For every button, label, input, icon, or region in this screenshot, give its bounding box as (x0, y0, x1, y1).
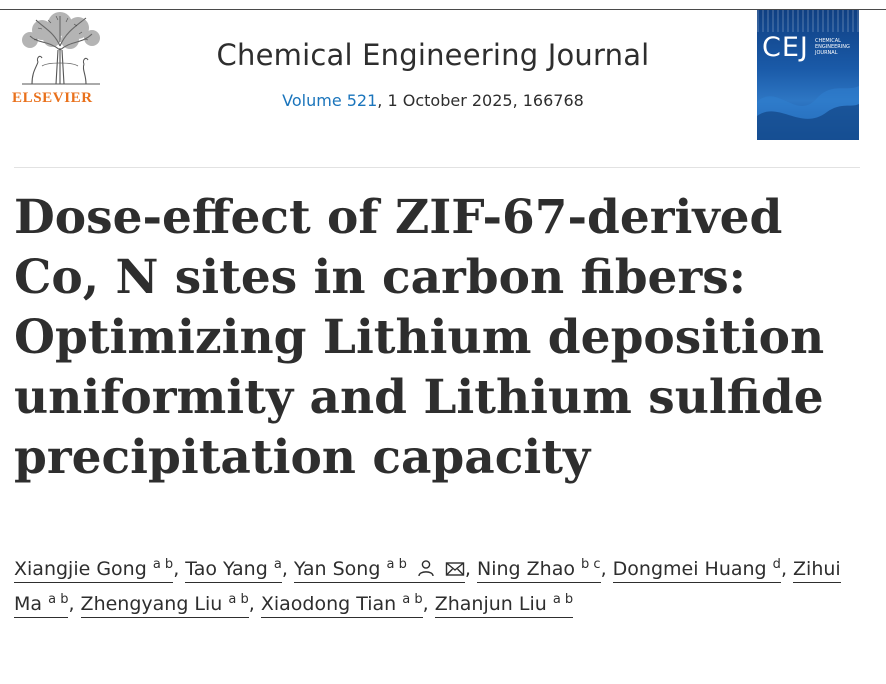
author-link[interactable]: Zhanjun Liu a b (434, 592, 574, 618)
affiliation-sup: a (273, 557, 282, 572)
author-link[interactable]: Zhengyang Liu a b (80, 592, 249, 618)
author-item: Ning Zhao b c (477, 558, 601, 583)
author-link[interactable]: Yan Song a b (293, 557, 465, 583)
cover-journal-name: Chemical Engineering Journal (815, 38, 850, 56)
elsevier-tree-icon (22, 12, 100, 85)
author-link[interactable]: Tao Yang a (185, 558, 282, 583)
cover-wave-graphic (757, 86, 859, 140)
mail-icon (445, 562, 465, 576)
volume-link[interactable]: Volume 521 (282, 91, 378, 110)
author-item: Xiangjie Gong a b (14, 557, 174, 583)
author-link[interactable]: Ning Zhao b c (477, 558, 601, 583)
affiliation-sup: a b (386, 557, 407, 572)
cover-pattern (757, 10, 859, 32)
journal-title[interactable]: Chemical Engineering Journal (216, 38, 650, 72)
author-item: Zihui Ma a b (14, 558, 841, 618)
affiliation-sup: a b (402, 592, 423, 607)
journal-cover-image[interactable]: CEJ Chemical Engineering Journal (757, 10, 859, 140)
author-item: Tao Yang a (185, 558, 282, 583)
author-item: Zhengyang Liu a b (80, 592, 249, 618)
author-link[interactable]: Zihui Ma a b (14, 558, 841, 618)
header-divider (14, 167, 860, 168)
affiliation-sup: b c (581, 557, 601, 572)
affiliation-sup: a b (48, 592, 69, 607)
author-link[interactable]: Xiaodong Tian a b (260, 592, 423, 618)
author-item: Xiaodong Tian a b (260, 592, 423, 618)
issue-details: , 1 October 2025, 166768 (377, 91, 584, 110)
affiliation-sup: d (772, 557, 781, 572)
top-rule (0, 9, 886, 10)
affiliation-sup: a b (228, 592, 249, 607)
author-list: Xiangjie Gong a b, Tao Yang a, Yan Song … (14, 552, 874, 622)
author-link[interactable]: Xiangjie Gong a b (14, 557, 174, 583)
author-item: Zhanjun Liu a b (434, 592, 574, 618)
author-item: Yan Song a b (293, 557, 465, 583)
elsevier-wordmark: ELSEVIER (12, 90, 93, 106)
affiliation-sup: a b (552, 592, 574, 607)
author-link[interactable]: Dongmei Huang d (612, 557, 781, 583)
journal-issue: Volume 521, 1 October 2025, 166768 (120, 91, 746, 110)
author-item: Dongmei Huang d (612, 557, 781, 583)
person-icon (418, 560, 434, 577)
article-title: Dose-effect of ZIF-67-derived Co, N site… (14, 190, 825, 485)
affiliation-sup: a b (152, 557, 174, 572)
elsevier-logo[interactable]: ELSEVIER (12, 10, 108, 106)
cover-abbreviation: CEJ (762, 32, 809, 63)
